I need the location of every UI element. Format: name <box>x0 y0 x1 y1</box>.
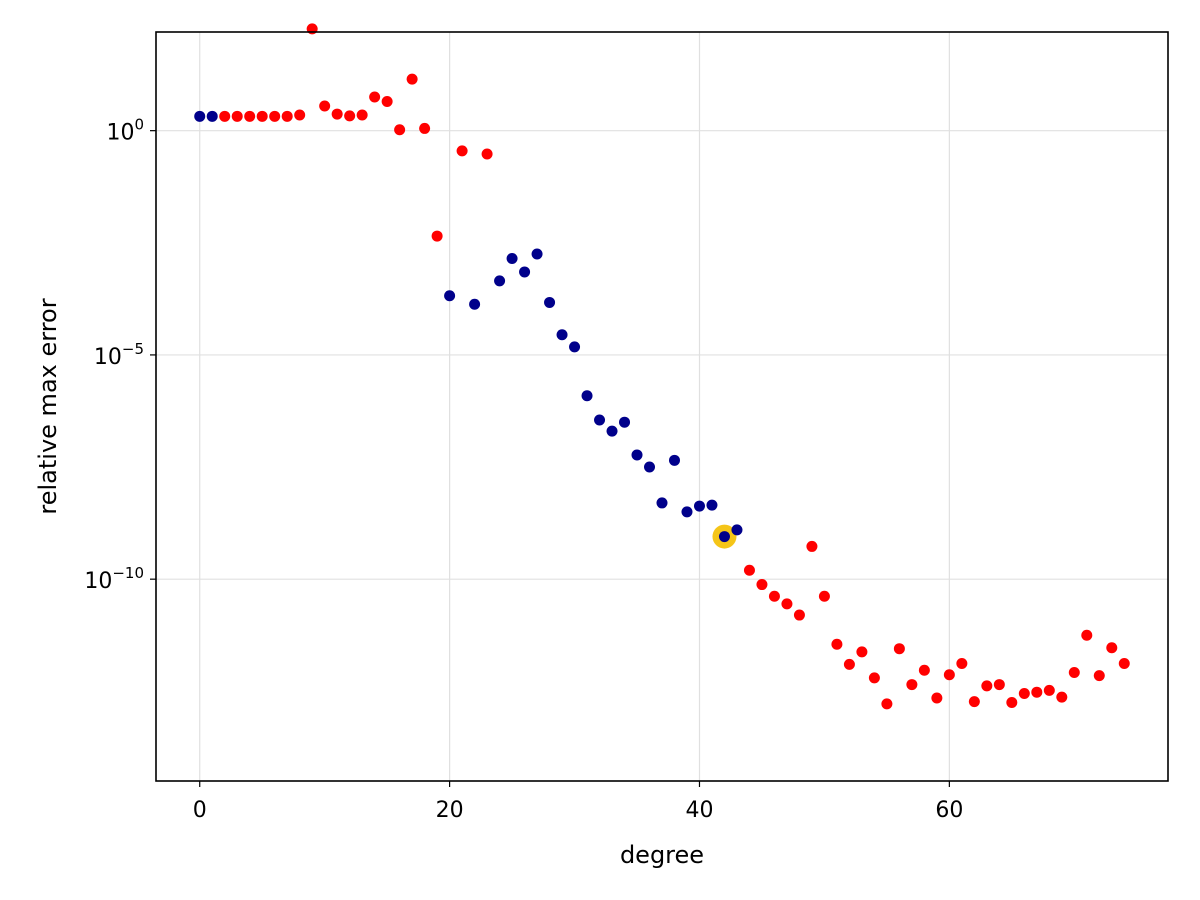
data-point <box>444 290 456 302</box>
data-point <box>1056 691 1068 703</box>
data-point <box>943 669 955 681</box>
data-point <box>581 390 593 402</box>
data-point <box>556 329 568 341</box>
data-point <box>731 524 743 536</box>
data-point <box>419 122 431 134</box>
y-tick-label: 10−5 <box>94 340 144 370</box>
data-point <box>931 692 943 704</box>
data-point <box>918 664 930 676</box>
y-tick-label: 100 <box>106 116 144 146</box>
data-point <box>256 110 268 122</box>
data-point <box>431 230 443 242</box>
data-point <box>381 96 393 108</box>
data-point <box>793 609 805 621</box>
grid-lines <box>156 32 1168 781</box>
data-point <box>993 679 1005 691</box>
data-point <box>219 110 231 122</box>
x-axis-label: degree <box>620 841 704 869</box>
data-point <box>494 275 506 287</box>
data-point <box>206 110 218 122</box>
data-point <box>319 100 331 112</box>
plot-frame <box>155 31 1169 782</box>
data-point <box>768 590 780 602</box>
data-point <box>956 657 968 669</box>
y-axis-label: relative max error <box>34 298 62 514</box>
data-point <box>631 449 643 461</box>
data-point <box>843 658 855 670</box>
data-point <box>831 638 843 650</box>
data-point <box>619 416 631 428</box>
data-point <box>1093 670 1105 682</box>
data-point <box>1031 686 1043 698</box>
x-tick-label: 60 <box>935 798 963 823</box>
data-point <box>656 497 668 509</box>
data-point <box>668 454 680 466</box>
data-point <box>893 643 905 655</box>
x-tick-label: 0 <box>193 798 207 823</box>
y-axis-ticks: 100 10−5 10−10 <box>84 116 156 594</box>
data-point <box>244 110 256 122</box>
data-point <box>544 296 556 308</box>
data-point <box>681 506 693 518</box>
data-point <box>531 248 543 260</box>
data-point <box>868 672 880 684</box>
data-point <box>1043 684 1055 696</box>
data-point <box>369 91 381 103</box>
y-tick-label: 10−10 <box>84 564 144 594</box>
data-point <box>1006 697 1018 709</box>
data-point <box>856 646 868 658</box>
data-point <box>881 698 893 710</box>
data-point <box>594 414 606 426</box>
data-point <box>469 298 481 310</box>
data-point <box>269 110 281 122</box>
data-point <box>294 109 306 121</box>
data-point <box>231 110 243 122</box>
data-point <box>906 679 918 691</box>
data-point <box>344 110 356 122</box>
data-points <box>194 23 1130 710</box>
data-point <box>481 148 493 160</box>
x-tick-label: 40 <box>685 798 713 823</box>
data-point <box>506 252 518 264</box>
data-point <box>756 579 768 591</box>
data-point <box>331 108 343 120</box>
data-point <box>394 124 406 136</box>
data-point <box>356 109 368 121</box>
x-tick-label: 20 <box>436 798 464 823</box>
data-point <box>406 73 418 85</box>
data-point <box>1081 629 1093 641</box>
x-axis-ticks: 0 20 40 60 <box>193 781 963 823</box>
data-point <box>644 461 656 473</box>
data-point <box>519 266 531 278</box>
data-point <box>456 145 468 157</box>
data-point <box>194 110 206 122</box>
data-point <box>606 425 618 437</box>
data-point <box>981 680 993 692</box>
data-point <box>718 531 730 543</box>
data-point <box>1106 642 1118 654</box>
data-point <box>781 598 793 610</box>
data-point <box>1018 688 1030 700</box>
data-point <box>569 341 581 353</box>
data-point <box>968 696 980 708</box>
data-point <box>281 110 293 122</box>
data-point <box>693 500 705 512</box>
data-point <box>806 540 818 552</box>
data-point <box>1118 657 1130 669</box>
data-point <box>818 590 830 602</box>
data-point <box>706 499 718 511</box>
data-point <box>743 564 755 576</box>
data-point <box>1068 666 1080 678</box>
